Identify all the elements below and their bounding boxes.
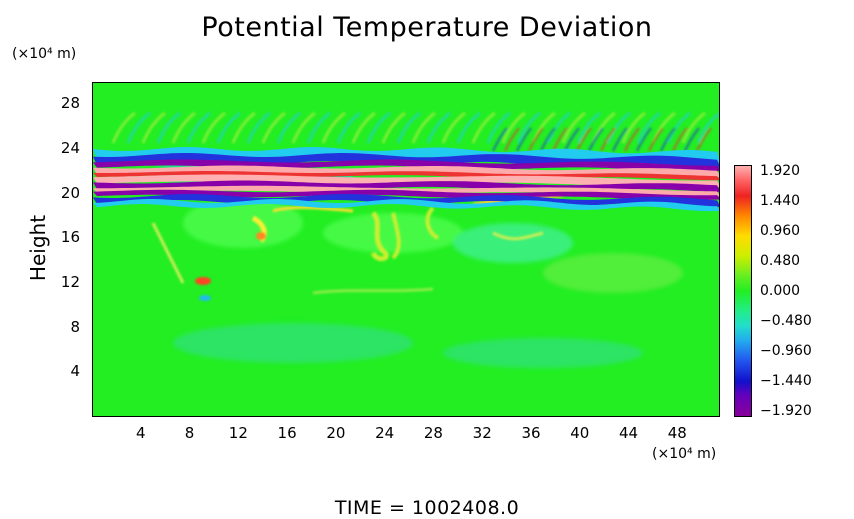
y-tick-label: 8 xyxy=(70,317,80,336)
wave-arc xyxy=(503,127,520,152)
colorbar xyxy=(734,165,752,417)
wave-arc xyxy=(156,111,181,144)
wave-arc xyxy=(321,111,346,144)
wave-arc xyxy=(246,111,271,144)
x-tick-label: 8 xyxy=(184,424,195,442)
x-tick-label: 40 xyxy=(570,424,590,442)
wave-arc xyxy=(516,111,541,144)
x-tick-label: 24 xyxy=(375,424,395,442)
wave-arc xyxy=(291,111,316,144)
colorbar-label: 0.000 xyxy=(760,283,801,299)
band-layer xyxy=(93,199,719,212)
band-layer xyxy=(93,159,719,172)
wave-arc xyxy=(186,111,211,144)
y-tick-label: 24 xyxy=(60,139,80,157)
wave-arc xyxy=(599,127,616,152)
x-tick-label: 36 xyxy=(521,424,541,442)
wave-arc xyxy=(381,111,406,144)
wave-arc xyxy=(426,111,451,144)
colorbar-label: −1.920 xyxy=(760,403,812,419)
wave-arc xyxy=(546,111,571,144)
wave-arc xyxy=(141,111,166,144)
wave-arc xyxy=(486,111,511,144)
wave-arc xyxy=(471,111,496,144)
x-tick-label: 20 xyxy=(326,424,346,442)
wave-arc xyxy=(111,111,136,144)
colorbar-label: −1.440 xyxy=(760,373,812,389)
wave-arc xyxy=(201,111,226,144)
colorbar-label: −0.480 xyxy=(760,313,812,329)
wave-arc xyxy=(623,127,640,152)
wave-arc xyxy=(411,111,436,144)
wave-arc xyxy=(539,127,556,152)
wave-arc xyxy=(276,111,301,144)
band-layer xyxy=(93,189,719,201)
y-tick-label: 12 xyxy=(60,273,80,291)
wave-arc xyxy=(491,127,508,152)
wave-arc xyxy=(351,111,376,144)
colorbar-label: 1.440 xyxy=(760,193,801,209)
y-tick-label: 28 xyxy=(60,94,80,113)
heatmap-field xyxy=(93,83,719,416)
wave-arc xyxy=(635,127,652,152)
time-footer: TIME = 1002408.0 xyxy=(334,497,520,519)
wave-arc xyxy=(501,111,526,144)
wave-arc xyxy=(659,127,676,152)
wave-arc xyxy=(606,111,631,144)
colorbar-label: 0.480 xyxy=(760,253,801,269)
colorbar-label: −0.960 xyxy=(760,343,812,359)
wave-arc xyxy=(441,111,466,144)
wave-arc xyxy=(576,111,601,144)
y-axis-label: Height xyxy=(26,214,50,282)
x-tick-label: 32 xyxy=(472,424,492,442)
x-tick-label: 28 xyxy=(423,424,443,442)
wave-arc xyxy=(231,111,256,144)
y-axis-units: (×10⁴ m) xyxy=(12,46,77,62)
x-tick-label: 4 xyxy=(135,424,146,442)
colorbar-label: 0.960 xyxy=(760,223,801,239)
wave-arc xyxy=(671,127,688,152)
wave-arc xyxy=(683,127,700,152)
wave-arc xyxy=(216,111,241,144)
wave-arc xyxy=(366,111,391,144)
wave-arc xyxy=(647,127,664,152)
wave-arc xyxy=(396,111,421,144)
wave-arc xyxy=(636,111,661,144)
band-layer xyxy=(93,174,719,188)
wave-arc xyxy=(456,111,481,144)
wave-arc xyxy=(126,111,151,144)
y-tick-label: 16 xyxy=(60,228,80,247)
band-layer xyxy=(93,171,719,181)
y-tick-label: 20 xyxy=(60,183,80,202)
wave-arc xyxy=(171,111,196,144)
wave-arc xyxy=(261,111,286,144)
wave-arc xyxy=(587,127,604,152)
wave-arc xyxy=(681,111,706,144)
wave-arc xyxy=(336,111,361,144)
wave-arc xyxy=(575,127,592,152)
y-tick-label: 4 xyxy=(70,362,80,381)
x-tick-label: 48 xyxy=(667,424,687,442)
wave-arc xyxy=(621,111,646,144)
chart-title: Potential Temperature Deviation xyxy=(201,12,653,43)
wave-arc xyxy=(306,111,331,144)
x-tick-label: 44 xyxy=(618,424,639,442)
wave-arc xyxy=(696,111,719,144)
wave-arc xyxy=(695,127,712,152)
x-tick-label: 12 xyxy=(228,424,248,442)
wave-arc xyxy=(561,111,586,144)
colorbar-label: 1.920 xyxy=(760,163,801,179)
wave-arc xyxy=(527,127,544,152)
plot-area xyxy=(92,82,720,417)
x-axis-units: (×10⁴ m) xyxy=(652,446,717,462)
x-tick-label: 16 xyxy=(277,424,297,442)
wave-arc xyxy=(666,111,691,144)
wave-arc xyxy=(611,127,628,152)
wave-arc xyxy=(515,127,532,152)
